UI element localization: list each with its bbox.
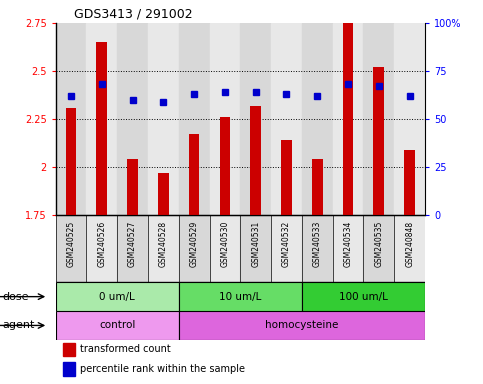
Bar <box>179 282 302 311</box>
Text: control: control <box>99 320 135 331</box>
Text: 100 um/L: 100 um/L <box>339 291 388 302</box>
Bar <box>56 311 179 340</box>
Text: transformed count: transformed count <box>80 344 170 354</box>
Text: 10 um/L: 10 um/L <box>219 291 261 302</box>
Bar <box>127 159 138 215</box>
Bar <box>63 343 75 356</box>
Text: 0 um/L: 0 um/L <box>99 291 135 302</box>
Bar <box>364 215 394 282</box>
Bar <box>240 215 271 282</box>
Bar <box>342 12 354 215</box>
Text: GSM240526: GSM240526 <box>97 220 106 266</box>
Text: percentile rank within the sample: percentile rank within the sample <box>80 364 245 374</box>
Bar <box>364 23 394 215</box>
Bar <box>179 311 425 340</box>
Bar <box>271 215 302 282</box>
Bar <box>63 362 75 376</box>
Bar <box>333 23 364 215</box>
Bar <box>250 106 261 215</box>
Bar <box>148 23 179 215</box>
Bar <box>333 215 364 282</box>
Text: GSM240534: GSM240534 <box>343 220 353 267</box>
Bar <box>179 215 210 282</box>
Text: dose: dose <box>2 291 29 302</box>
Bar <box>66 108 76 215</box>
Text: GSM240535: GSM240535 <box>374 220 384 267</box>
Text: GSM240848: GSM240848 <box>405 220 414 266</box>
Text: GSM240533: GSM240533 <box>313 220 322 267</box>
Bar <box>179 23 210 215</box>
Bar <box>312 159 323 215</box>
Bar <box>86 215 117 282</box>
Text: GSM240531: GSM240531 <box>251 220 260 266</box>
Bar <box>210 23 240 215</box>
Bar <box>302 23 333 215</box>
Bar <box>117 23 148 215</box>
Bar <box>86 23 117 215</box>
Bar <box>302 282 425 311</box>
Bar <box>404 150 415 215</box>
Text: agent: agent <box>2 320 35 331</box>
Bar <box>56 282 179 311</box>
Text: GSM240529: GSM240529 <box>190 220 199 266</box>
Text: GSM240528: GSM240528 <box>159 220 168 266</box>
Text: GSM240525: GSM240525 <box>67 220 75 266</box>
Bar <box>240 23 271 215</box>
Bar <box>281 140 292 215</box>
Bar <box>394 23 425 215</box>
Bar <box>148 215 179 282</box>
Bar <box>394 215 425 282</box>
Bar <box>117 215 148 282</box>
Bar <box>373 67 384 215</box>
Bar <box>210 215 240 282</box>
Bar <box>302 215 333 282</box>
Bar <box>56 23 86 215</box>
Text: GDS3413 / 291002: GDS3413 / 291002 <box>74 7 193 20</box>
Bar <box>158 173 169 215</box>
Text: GSM240530: GSM240530 <box>220 220 229 267</box>
Bar <box>56 215 86 282</box>
Bar <box>219 117 230 215</box>
Bar <box>189 134 199 215</box>
Text: GSM240527: GSM240527 <box>128 220 137 266</box>
Text: GSM240532: GSM240532 <box>282 220 291 266</box>
Bar <box>271 23 302 215</box>
Text: homocysteine: homocysteine <box>265 320 339 331</box>
Bar <box>96 42 107 215</box>
